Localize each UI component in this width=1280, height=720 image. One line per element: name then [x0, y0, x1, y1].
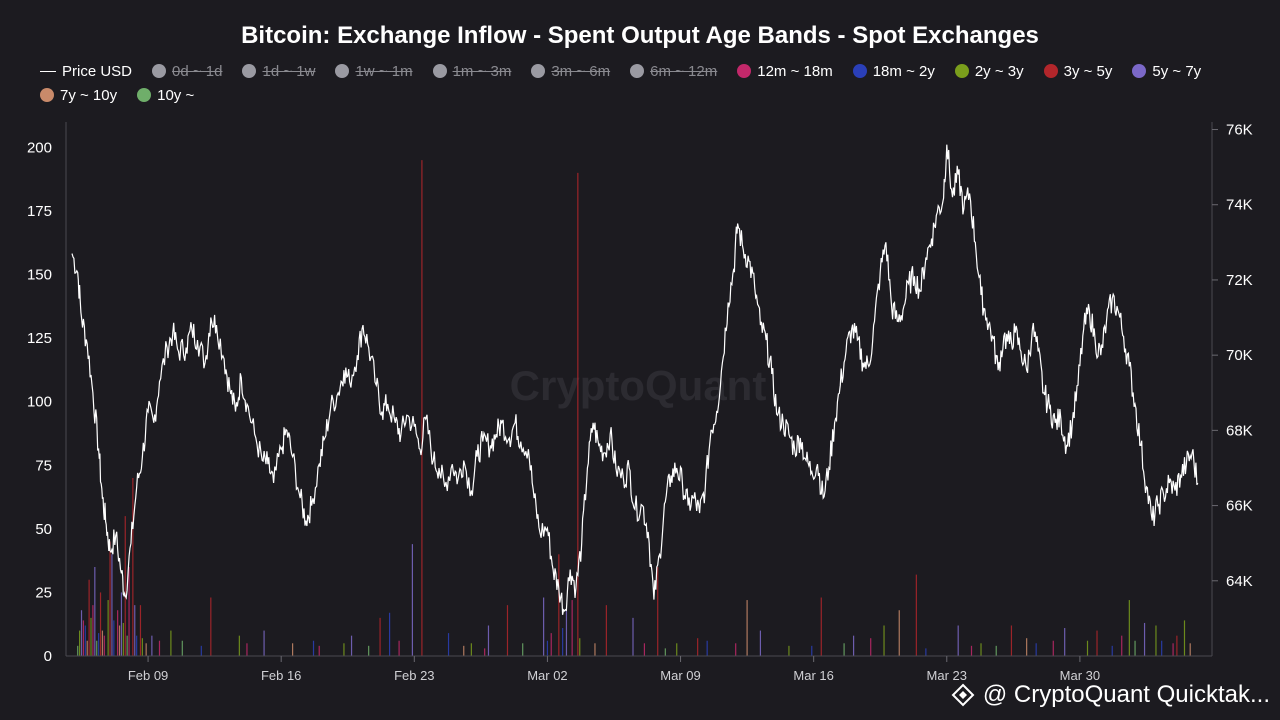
legend-item[interactable]: 3m ~ 6m	[531, 62, 610, 80]
legend: Price USD 0d ~ 1d 1d ~ 1w 1w ~ 1m 1m ~ 3m 3m …	[40, 62, 1260, 104]
legend-label: 6m ~ 12m	[650, 62, 718, 80]
dot-marker-icon	[954, 64, 969, 78]
legend-label: 3m ~ 6m	[551, 62, 611, 80]
y-left-tick-label: 200	[27, 139, 52, 156]
legend-label: 2y ~ 3y	[974, 62, 1024, 80]
y-right-tick-label: 72K	[1226, 272, 1253, 289]
line-marker-icon	[40, 70, 56, 72]
y-right-tick-label: 74K	[1226, 197, 1253, 214]
legend-item[interactable]: Price USD	[40, 62, 132, 80]
y-right-tick-label: 66K	[1226, 498, 1253, 515]
y-left-tick-label: 75	[35, 457, 52, 474]
y-left-tick-label: 125	[27, 330, 52, 347]
legend-label: 1w ~ 1m	[355, 62, 413, 80]
inflow-bars	[77, 160, 1191, 656]
legend-item[interactable]: 2y ~ 3y	[954, 62, 1024, 80]
legend-item[interactable]: 18m ~ 2y	[852, 62, 935, 80]
legend-label: Price USD	[62, 62, 133, 80]
x-tick-label: Mar 02	[527, 668, 567, 683]
legend-item[interactable]: 7y ~ 10y	[40, 86, 117, 104]
watermark: CryptoQuant	[510, 362, 767, 409]
legend-item[interactable]: 12m ~ 18m	[737, 62, 833, 80]
x-tick-label: Mar 16	[793, 668, 833, 683]
y-left-tick-label: 150	[27, 267, 52, 284]
dot-marker-icon	[630, 64, 645, 78]
y-right-tick-label: 64K	[1226, 573, 1253, 590]
dot-marker-icon	[242, 64, 257, 78]
price-line	[71, 144, 1199, 615]
x-tick-label: Feb 09	[128, 668, 168, 683]
y-right-tick-label: 68K	[1226, 422, 1253, 439]
diamond-logo-icon	[951, 683, 975, 707]
y-left-tick-label: 175	[27, 203, 52, 220]
legend-item[interactable]: 5y ~ 7y	[1132, 62, 1201, 80]
x-tick-label: Mar 09	[660, 668, 700, 683]
y-left-tick-label: 50	[35, 521, 52, 538]
y-left-tick-label: 0	[44, 648, 52, 665]
footer-text: @ CryptoQuant Quicktak...	[982, 681, 1270, 708]
legend-label: 1d ~ 1w	[262, 62, 316, 80]
dot-marker-icon	[737, 64, 752, 78]
footer-credit: @ CryptoQuant Quicktak...	[951, 680, 1270, 710]
y-right-tick-label: 76K	[1226, 122, 1253, 139]
x-tick-label: Mar 30	[1060, 668, 1100, 683]
legend-label: 3y ~ 5y	[1063, 62, 1113, 80]
dot-marker-icon	[432, 64, 447, 78]
legend-label: 5y ~ 7y	[1152, 62, 1202, 80]
dot-marker-icon	[137, 88, 152, 102]
chart-title: Bitcoin: Exchange Inflow - Spent Output …	[241, 22, 1039, 49]
legend-item[interactable]: 6m ~ 12m	[630, 62, 717, 80]
dot-marker-icon	[531, 64, 546, 78]
y-left-tick-label: 25	[35, 584, 52, 601]
x-tick-label: Feb 23	[394, 668, 434, 683]
dot-marker-icon	[40, 88, 54, 102]
legend-label: 12m ~ 18m	[757, 62, 833, 80]
legend-item[interactable]: 1d ~ 1w	[242, 62, 315, 80]
dot-marker-icon	[152, 64, 167, 78]
x-tick-label: Mar 23	[927, 668, 967, 683]
legend-label: 0d ~ 1d	[172, 62, 223, 80]
legend-label: 10y ~	[157, 86, 195, 104]
legend-label: 7y ~ 10y	[60, 86, 118, 104]
legend-label: 1m ~ 3m	[452, 62, 512, 80]
y-right-tick-label: 70K	[1226, 347, 1253, 364]
axes: 0 25 50 75 100 125 150 175 200 64K 66K 68K 70K 72K 74K…	[27, 122, 1253, 683]
legend-label: 18m ~ 2y	[872, 62, 935, 80]
dot-marker-icon	[1043, 64, 1058, 78]
legend-item[interactable]: 3y ~ 5y	[1043, 62, 1113, 80]
legend-item[interactable]: 0d ~ 1d	[152, 62, 222, 80]
dot-marker-icon	[1132, 64, 1147, 78]
legend-item[interactable]: 1m ~ 3m	[432, 62, 512, 80]
dot-marker-icon	[335, 64, 350, 78]
dot-marker-icon	[852, 64, 867, 78]
x-tick-label: Feb 16	[261, 668, 301, 683]
legend-item[interactable]: 1w ~ 1m	[335, 62, 413, 80]
legend-item[interactable]: 10y ~	[137, 86, 194, 104]
y-left-tick-label: 100	[27, 394, 52, 411]
